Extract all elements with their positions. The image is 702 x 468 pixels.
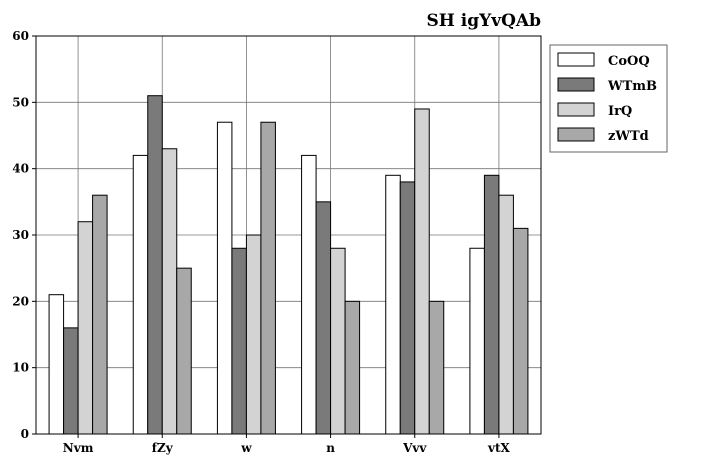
y-tick-label: 60 xyxy=(12,29,29,43)
x-tick-label: fZy xyxy=(152,441,174,455)
legend-label: CoOQ xyxy=(608,54,650,69)
bar xyxy=(428,300,445,435)
y-tick-label: 20 xyxy=(12,294,29,308)
bar xyxy=(330,247,346,435)
bar xyxy=(63,327,79,435)
legend-label: WTmB xyxy=(607,79,657,94)
x-tick-label: Nvm xyxy=(63,441,94,455)
bar xyxy=(315,201,332,435)
x-tick-label: vtX xyxy=(487,441,511,455)
x-tick-label: w xyxy=(240,441,252,455)
bar xyxy=(469,247,485,435)
bar xyxy=(399,181,416,435)
bar xyxy=(483,174,500,435)
bar xyxy=(385,174,401,435)
legend-swatch xyxy=(557,77,595,92)
y-tick-label: 0 xyxy=(21,427,29,441)
legend-swatch xyxy=(557,52,595,67)
bar xyxy=(77,221,94,435)
bar xyxy=(414,108,430,435)
y-tick-label: 40 xyxy=(12,162,29,176)
x-tick-label: n xyxy=(326,441,335,455)
bar xyxy=(498,194,514,435)
legend: CoOQ WTmB IrQ zWTd xyxy=(549,44,668,153)
legend-label: zWTd xyxy=(608,129,649,144)
bar xyxy=(245,234,262,435)
bar xyxy=(176,267,192,435)
bar xyxy=(301,154,317,435)
bar xyxy=(161,148,178,435)
bar xyxy=(216,121,233,435)
x-tick-label: Vvv xyxy=(402,441,427,455)
bar xyxy=(132,154,149,435)
y-tick-label: 10 xyxy=(12,361,29,375)
bar xyxy=(344,300,361,435)
y-tick-label: 30 xyxy=(12,228,29,242)
bar xyxy=(231,247,247,435)
chart-title: SH igYvQAb xyxy=(426,11,541,31)
bar xyxy=(260,121,276,435)
legend-swatch xyxy=(557,102,595,117)
bar xyxy=(512,227,529,435)
x-axis-ticks: Nvm fZy w n Vvv vtX xyxy=(63,434,511,455)
legend-swatch xyxy=(557,127,595,142)
legend-label: IrQ xyxy=(608,104,632,119)
y-axis-ticks: 0 10 20 30 40 50 60 xyxy=(12,29,36,441)
bar xyxy=(48,294,65,435)
bar xyxy=(92,194,108,435)
bar xyxy=(147,95,163,435)
bars xyxy=(48,95,529,435)
y-tick-label: 50 xyxy=(12,95,29,109)
grid-lines xyxy=(36,36,541,434)
